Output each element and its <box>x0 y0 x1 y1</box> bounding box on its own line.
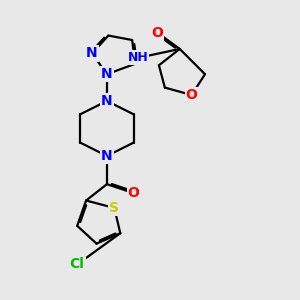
Text: S: S <box>109 201 119 215</box>
Text: NH: NH <box>128 51 148 64</box>
Text: N: N <box>101 94 113 108</box>
Text: O: O <box>152 26 164 40</box>
Text: N: N <box>101 149 113 163</box>
Text: O: O <box>186 88 197 102</box>
Text: N: N <box>101 67 113 81</box>
Text: Cl: Cl <box>70 257 85 272</box>
Text: N: N <box>86 46 98 60</box>
Text: O: O <box>128 186 140 200</box>
